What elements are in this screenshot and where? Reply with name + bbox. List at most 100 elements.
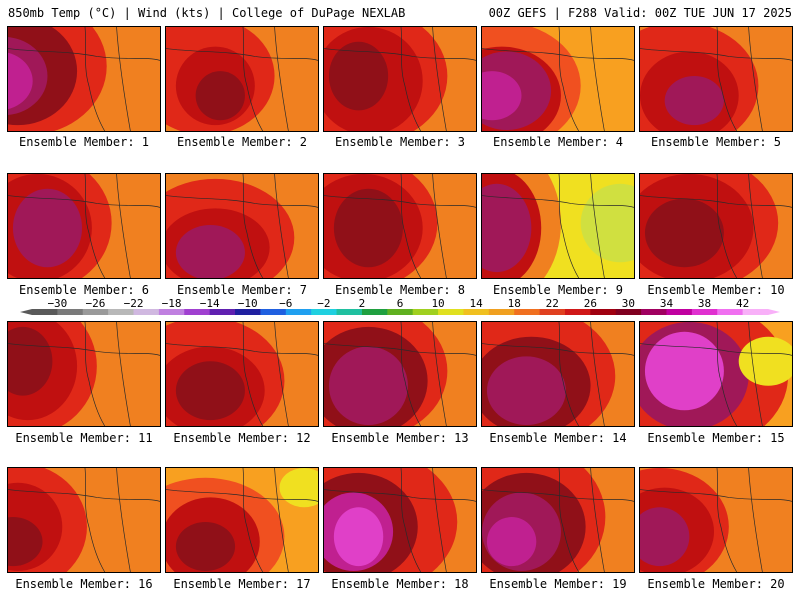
colorbar-swatch [133,309,160,315]
colorbar-swatch [82,309,109,315]
state-boundary-line [274,322,289,426]
colorbar-swatch [184,309,211,315]
ensemble-member-label: Ensemble Member: 7 [176,283,308,297]
colorbar-tick-label: 18 [508,297,521,310]
ensemble-member-map [481,173,635,279]
temperature-region [738,336,792,386]
colorbar-swatch [108,309,135,315]
model-run-info: 00Z GEFS | F288 Valid: 00Z TUE JUN 17 20… [488,6,792,20]
temperature-region [8,326,53,396]
colorbar-tick-label: −6 [279,297,292,310]
colorbar-swatch [742,309,769,315]
colorbar-tick-label: 10 [431,297,444,310]
temperature-region [8,517,43,567]
state-boundary-line [242,174,264,278]
ensemble-member-label: Ensemble Member: 8 [334,283,466,297]
state-boundary-line [8,195,160,208]
temperature-colorbar: −30 −26 −22 −18 −14 −10 −6 −2 2 6 10 14 18 22 26 30 34 38… [20,297,780,315]
colorbar-swatch [438,309,464,315]
ensemble-member-label: Ensemble Member: 15 [647,431,785,445]
colorbar-swatch [387,309,414,315]
colorbar-tick-label: 26 [584,297,597,310]
colorbar-swatch [717,309,744,315]
state-boundary-line [558,174,580,278]
temperature-field [166,27,318,131]
state-boundary-line [482,195,634,208]
temperature-region [580,183,634,263]
ensemble-member-map [165,173,319,279]
state-boundary-line [324,48,476,61]
colorbar-tick-label: −22 [124,297,144,310]
state-boundary-line [400,27,422,131]
state-boundary-line [558,322,580,426]
state-boundary-line [8,343,160,356]
colorbar-tick-label: −30 [47,297,67,310]
colorbar-tick-label: −2 [317,297,330,310]
temperature-region [8,52,33,110]
temperature-region [175,361,245,421]
state-boundary-line [748,27,763,131]
state-boundary-line [640,48,792,61]
ensemble-member-map [639,173,793,279]
ensemble-member-map [165,467,319,573]
state-boundary-line [400,174,422,278]
temperature-field [166,322,318,426]
state-boundary-line [716,322,738,426]
ensemble-member-label: Ensemble Member: 20 [647,577,785,591]
state-boundary-line [716,27,738,131]
temperature-region [644,198,724,268]
ensemble-member-label: Ensemble Member: 17 [173,577,311,591]
state-boundary-line [242,322,264,426]
colorbar-swatch [209,309,236,315]
state-boundary-line [716,468,738,572]
colorbar-swatch [564,309,591,315]
state-boundary-line [166,48,318,61]
temperature-region [333,507,384,567]
colorbar-swatch [539,309,566,315]
temperature-region [482,71,522,121]
colorbar-swatch [514,309,541,315]
colorbar-tick-label: 6 [397,297,404,310]
colorbar-swatch [615,309,642,315]
chart-title: 850mb Temp (°C) | Wind (kts) | College o… [8,6,406,20]
colorbar-tick-label: 2 [359,297,366,310]
state-boundary-line [482,343,634,356]
colorbar-tick-label: −10 [238,297,258,310]
colorbar-swatch [57,309,84,315]
temperature-field [640,468,792,572]
colorbar-tick-label: 42 [736,297,749,310]
state-boundary-line [116,322,131,426]
ensemble-member-map [323,321,477,427]
ensemble-member-map [639,26,793,132]
state-boundary-line [716,174,738,278]
ensemble-member-map [481,321,635,427]
state-boundary-line [482,489,634,502]
state-boundary-line [274,468,289,572]
temperature-field [640,174,792,278]
colorbar-tick-label: 30 [622,297,635,310]
temperature-field [324,27,476,131]
ensemble-member-map [165,321,319,427]
colorbar-tick-label: 14 [470,297,484,310]
state-boundary-line [432,27,447,131]
temperature-field [166,468,318,572]
ensemble-member-label: Ensemble Member: 11 [15,431,153,445]
state-boundary-line [482,48,634,61]
temperature-region [175,521,236,572]
temperature-region [12,188,83,268]
state-boundary-line [400,322,422,426]
temperature-field [8,468,160,572]
temperature-field [8,27,160,131]
state-boundary-line [116,27,131,131]
colorbar-swatch [412,309,439,315]
state-boundary-line [242,27,264,131]
colorbar-swatch [666,309,693,315]
temperature-field [482,174,634,278]
state-boundary-line [324,195,476,208]
temperature-region [486,356,566,426]
ensemble-member-map [7,26,161,132]
colorbar-swatch [590,309,617,315]
temperature-region [328,346,408,426]
state-boundary-line [324,489,476,502]
ensemble-member-label: Ensemble Member: 10 [647,283,785,297]
